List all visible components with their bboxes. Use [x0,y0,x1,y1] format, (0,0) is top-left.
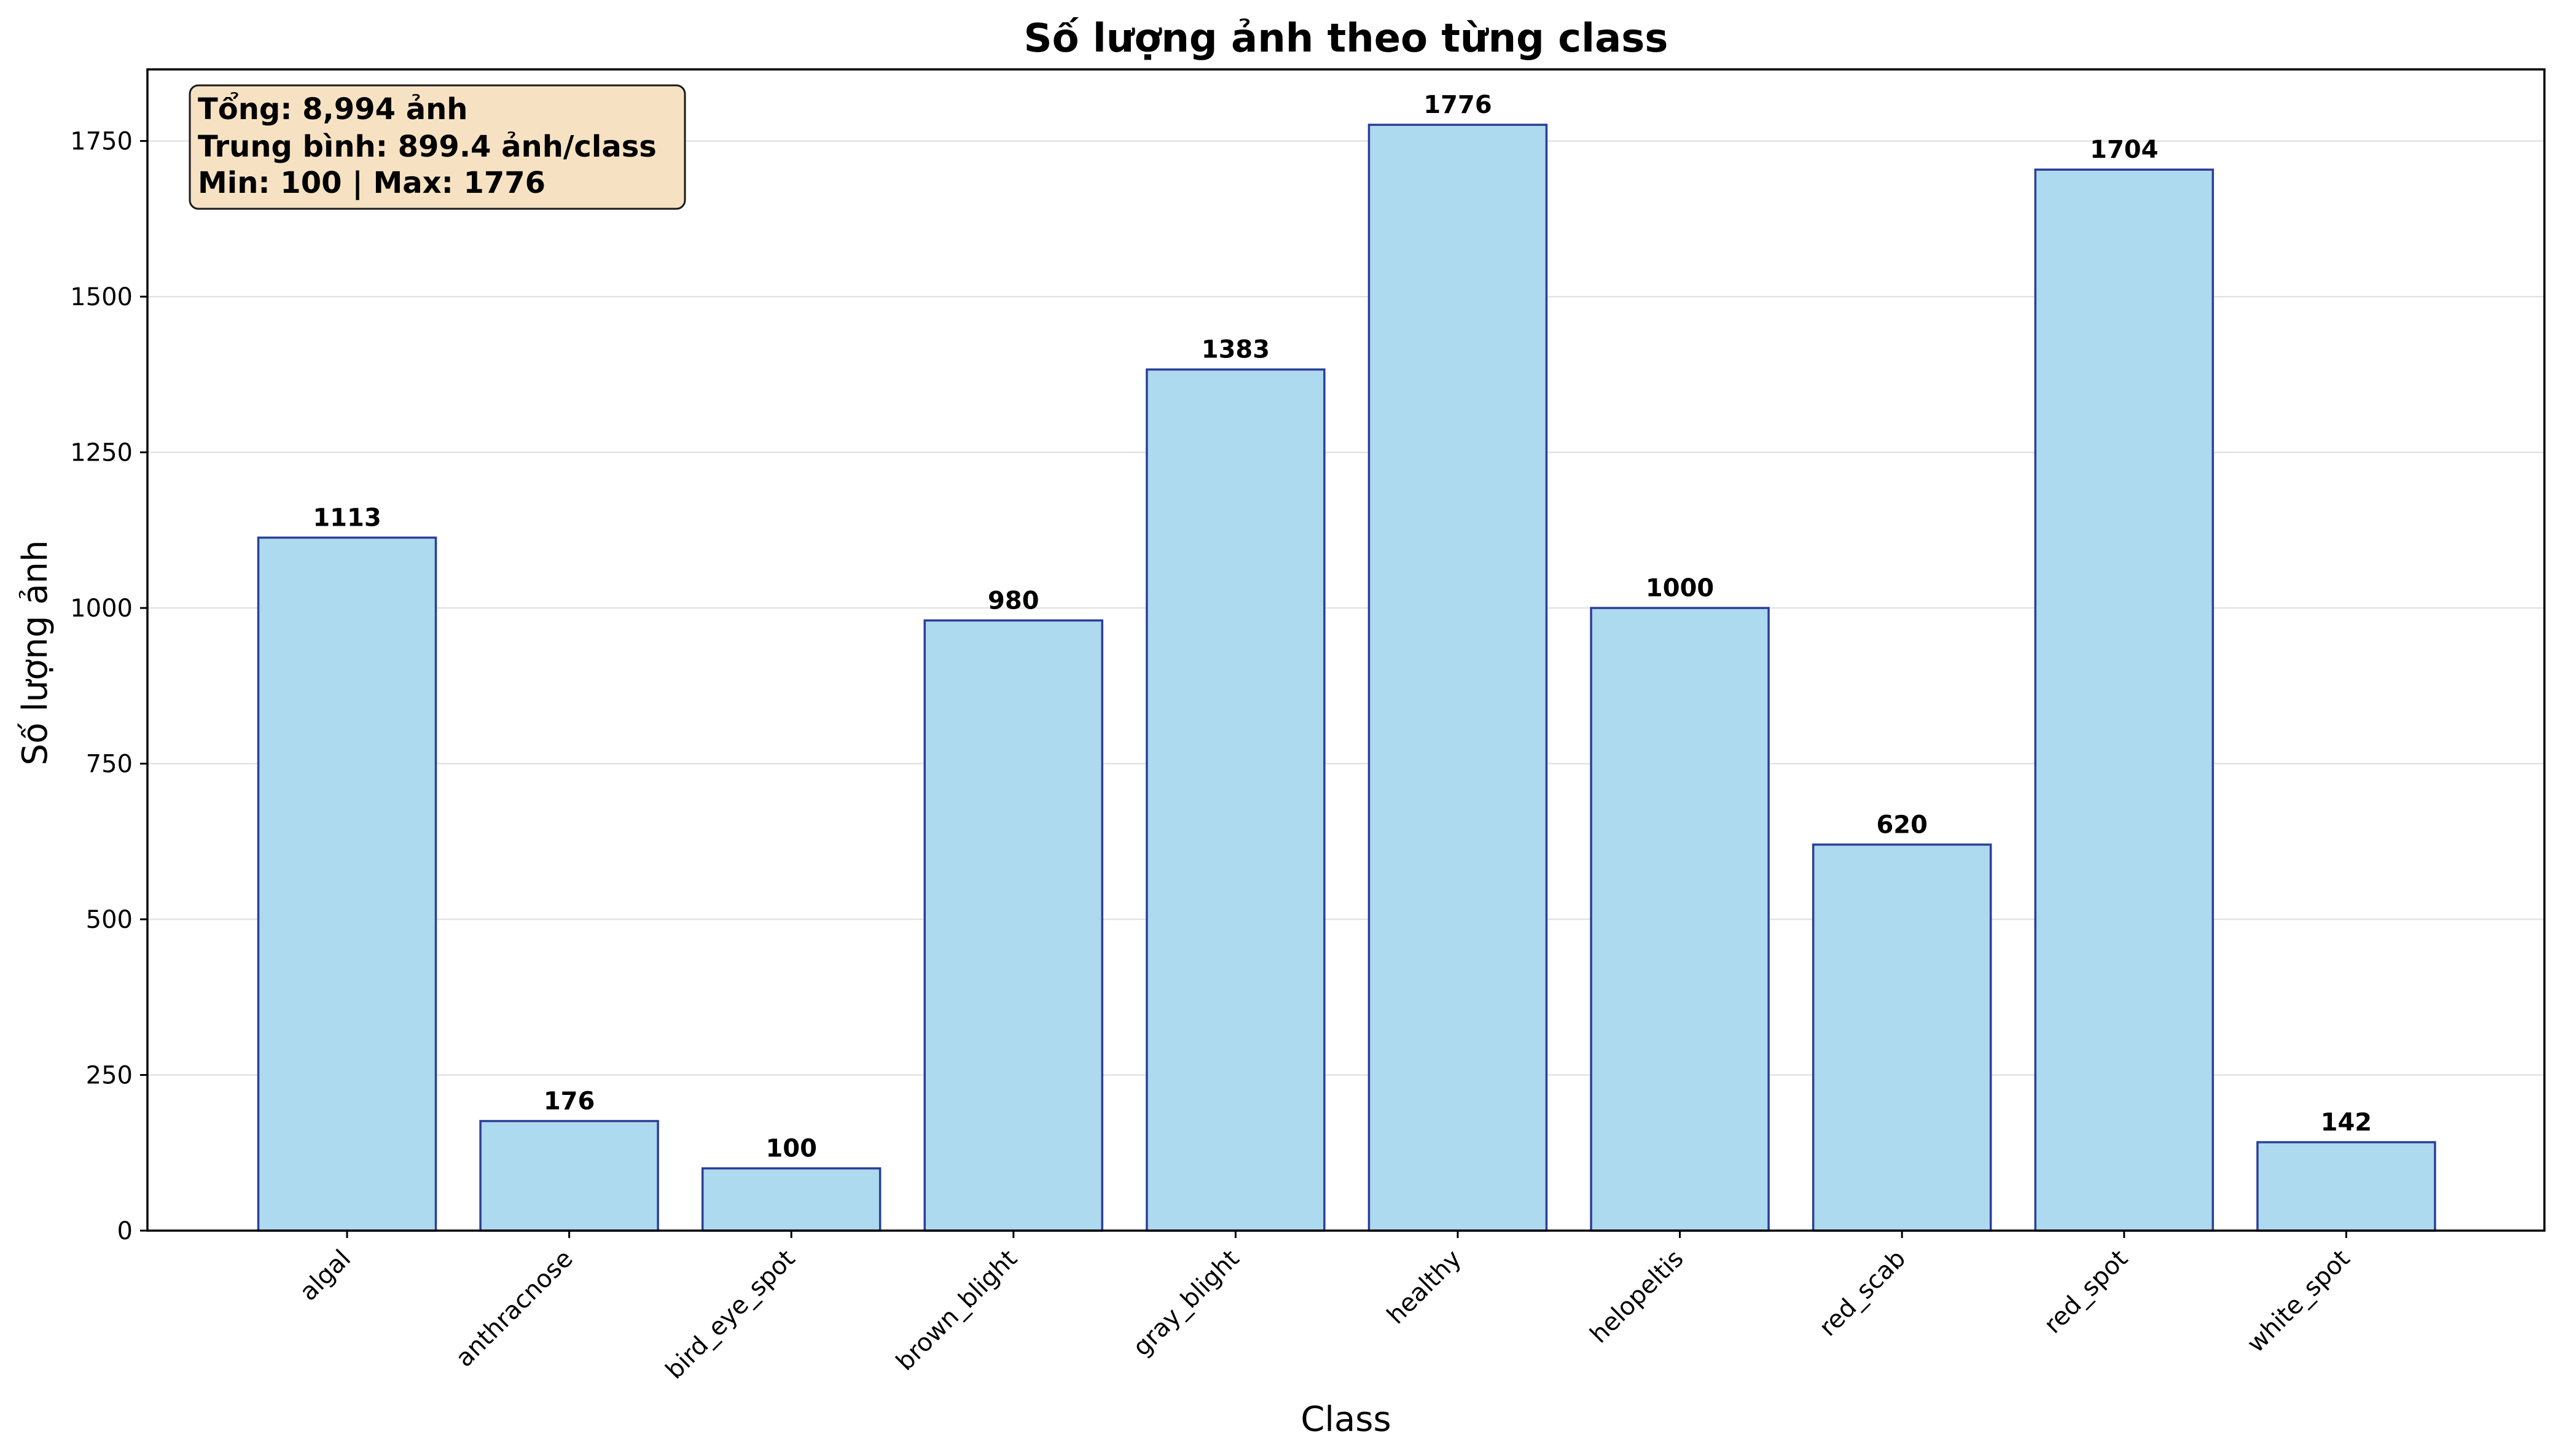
bar-value-label: 1776 [1423,91,1492,119]
bar-anthracnose [479,1119,659,1232]
bar-value-label: 100 [765,1135,817,1163]
y-tick-label: 500 [86,906,133,934]
y-axis-ticks: 0 250 500 750 1000 1250 1500 1750 [70,128,147,1245]
bar-healthy [1367,123,1548,1232]
y-tick-label: 1750 [70,128,133,156]
bar-helopeltis [1590,607,1770,1232]
x-axis-label: Class [1300,1400,1391,1439]
stats-annotation-background [189,84,686,210]
stats-average: Trung bình: 899.4 ảnh/class [198,130,657,164]
bar-value-label: 980 [988,586,1039,615]
bar-red_scab [1812,843,1992,1232]
y-axis-label: Số lượng ảnh [15,540,55,765]
bar-value-label: 1113 [313,504,381,532]
bar-value-label: 1383 [1202,336,1270,364]
bar-value-labels: 1113 176 100 980 1383 1776 1000 620 1704 142 [313,91,2372,1162]
bar-white_spot [2256,1141,2436,1232]
bar-value-label: 1000 [1646,574,1714,602]
bar-red_spot [2034,168,2215,1232]
y-tick-label: 0 [117,1217,133,1245]
bar-value-label: 142 [2321,1108,2372,1137]
y-tick-label: 1250 [70,439,133,467]
stats-min-max: Min: 100 | Max: 1776 [198,166,545,200]
bar-value-label: 176 [544,1088,595,1116]
bar-value-label: 620 [1876,811,1928,839]
stats-annotation-box: Tổng: 8,994 ảnh Trung bình: 899.4 ảnh/cl… [189,84,686,210]
y-tick-label: 1000 [70,594,133,623]
bar-gray_blight [1146,368,1326,1232]
y-tick-label: 750 [86,750,133,779]
bar-value-label: 1704 [2090,136,2158,164]
bars [257,123,2436,1232]
plot-frame [146,68,2546,1232]
bar-bird_eye_spot [701,1167,882,1232]
y-tick-label: 250 [86,1062,133,1090]
bar-algal [257,536,437,1232]
stats-total: Tổng: 8,994 ảnh [198,92,467,127]
y-tick-label: 1500 [70,283,133,311]
bar-brown_blight [923,619,1104,1232]
chart-title: Số lượng ảnh theo từng class [1024,16,1668,61]
